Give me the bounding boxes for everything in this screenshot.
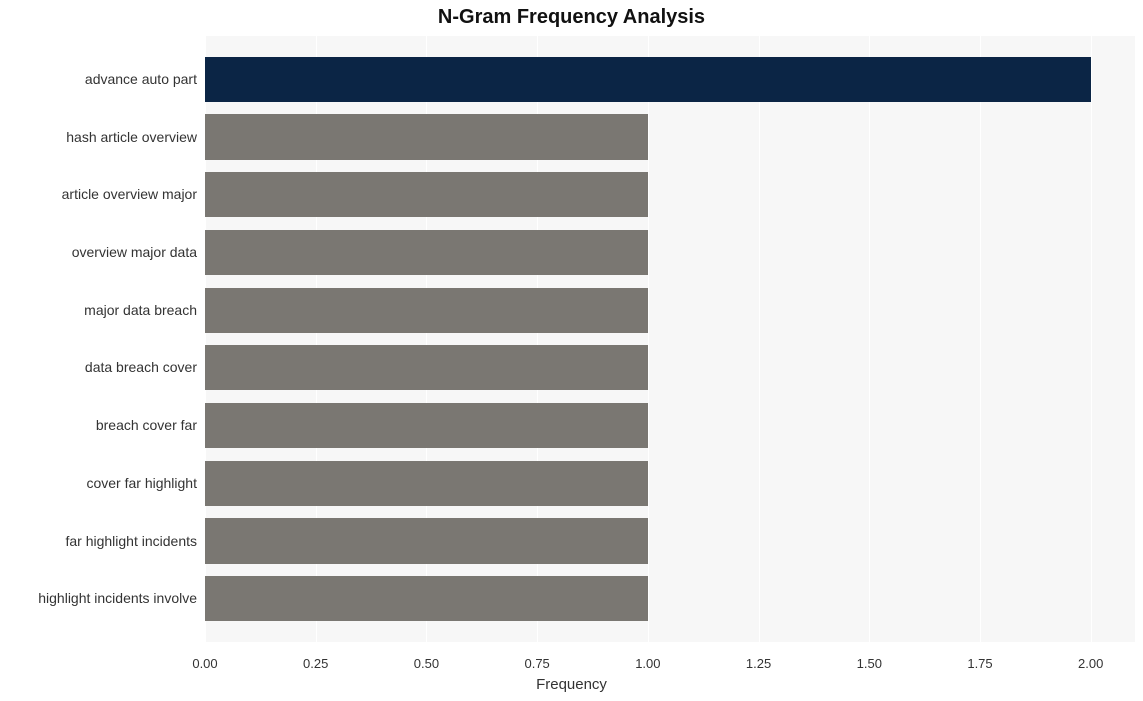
y-tick-label: cover far highlight [86, 475, 197, 491]
y-tick-label: data breach cover [85, 359, 197, 375]
bar [205, 518, 648, 563]
x-tick-label: 1.00 [635, 656, 660, 671]
chart-title: N-Gram Frequency Analysis [0, 6, 1143, 29]
bar [205, 172, 648, 217]
ngram-frequency-chart: N-Gram Frequency Analysis advance auto p… [0, 0, 1143, 701]
bar [205, 403, 648, 448]
y-tick-label: far highlight incidents [65, 533, 197, 549]
y-tick-label: hash article overview [66, 129, 197, 145]
y-tick-label: major data breach [84, 302, 197, 318]
x-tick-label: 2.00 [1078, 656, 1103, 671]
y-tick-label: overview major data [72, 244, 197, 260]
bar [205, 230, 648, 275]
plot-area [205, 36, 1135, 642]
grid-line [648, 36, 649, 642]
x-tick-label: 1.50 [857, 656, 882, 671]
y-tick-label: advance auto part [85, 71, 197, 87]
bar [205, 114, 648, 159]
x-axis-title: Frequency [0, 676, 1143, 693]
grid-line [1091, 36, 1092, 642]
x-tick-label: 1.25 [746, 656, 771, 671]
x-tick-label: 0.00 [192, 656, 217, 671]
x-tick-label: 0.75 [524, 656, 549, 671]
grid-line [759, 36, 760, 642]
bar [205, 461, 648, 506]
x-tick-label: 0.25 [303, 656, 328, 671]
x-tick-label: 0.50 [414, 656, 439, 671]
bar [205, 57, 1091, 102]
y-tick-label: breach cover far [96, 417, 197, 433]
bar [205, 345, 648, 390]
y-tick-label: highlight incidents involve [38, 590, 197, 606]
bar [205, 288, 648, 333]
x-tick-label: 1.75 [967, 656, 992, 671]
grid-line [980, 36, 981, 642]
grid-line [869, 36, 870, 642]
bar [205, 576, 648, 621]
y-tick-label: article overview major [62, 186, 197, 202]
